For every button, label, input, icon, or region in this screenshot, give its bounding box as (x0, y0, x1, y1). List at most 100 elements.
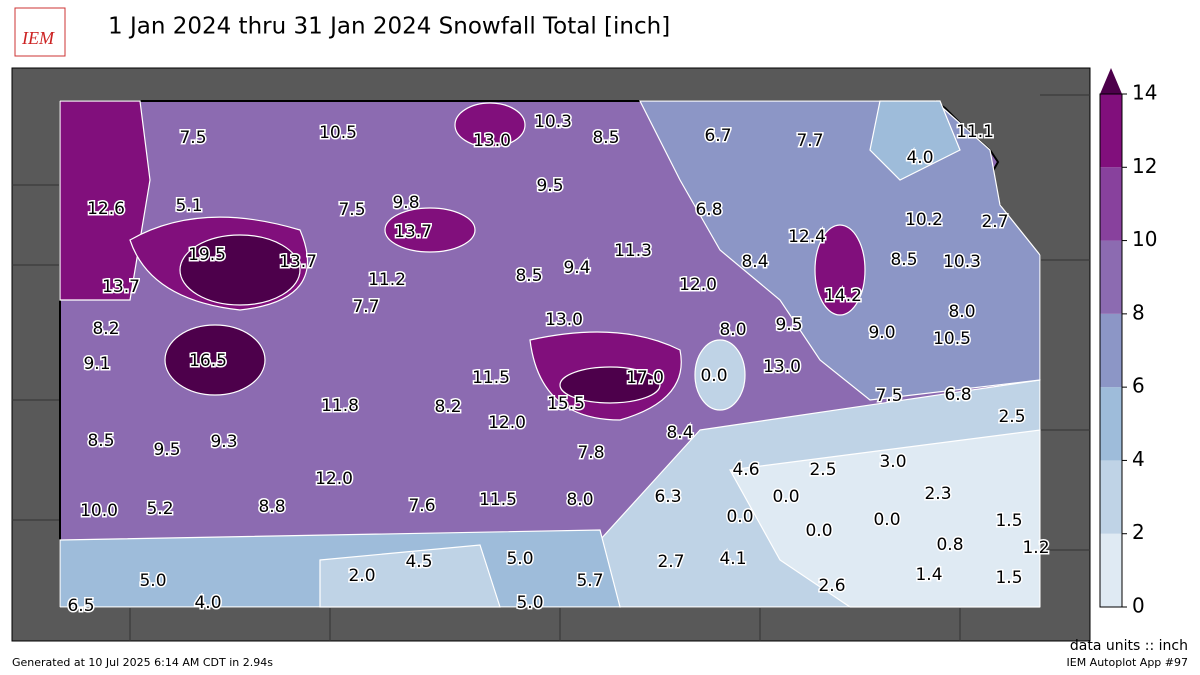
colorbar: 0 2 4 6 8 10 12 14 (1099, 68, 1157, 618)
station-value: 11.8 (321, 396, 359, 416)
station-value: 8.2 (92, 319, 119, 339)
station-value: 1.5 (995, 568, 1022, 588)
station-value: 2.0 (348, 566, 375, 586)
station-value: 6.3 (654, 487, 681, 507)
title: 1 Jan 2024 thru 31 Jan 2024 Snowfall Tot… (108, 14, 670, 40)
station-value: 10.2 (905, 210, 943, 230)
station-value: 12.0 (679, 275, 717, 295)
station-value: 5.1 (175, 196, 202, 216)
station-value: 10.3 (534, 112, 572, 132)
station-value: 8.2 (434, 397, 461, 417)
station-value: 1.4 (915, 565, 942, 585)
station-value: 16.5 (189, 351, 227, 371)
station-value: 8.5 (592, 128, 619, 148)
colorbar-tick-label: 6 (1132, 374, 1145, 398)
station-value: 12.4 (788, 227, 826, 247)
station-value: 12.0 (488, 413, 526, 433)
station-value: 4.0 (194, 593, 221, 613)
station-labels: 7.5 10.5 13.0 10.3 8.5 6.7 7.7 11.1 4.0 12.6 5.1 7.… (66, 111, 1051, 618)
neighbor-borders (12, 94, 1090, 641)
station-value: 11.1 (956, 122, 994, 142)
station-value: 8.4 (741, 252, 768, 272)
station-value: 0.0 (726, 507, 753, 527)
station-value: 10.5 (319, 123, 357, 143)
station-value: 6.7 (704, 126, 731, 146)
station-value: 12.0 (315, 469, 353, 489)
station-value: 14.2 (824, 286, 862, 306)
station-value: 4.5 (405, 552, 432, 572)
colorbar-tick-label: 2 (1132, 520, 1145, 544)
colorbar-band (1100, 240, 1122, 314)
colorbar-band (1100, 387, 1122, 461)
station-value: 13.0 (473, 131, 511, 151)
colorbar-tick-label: 4 (1132, 447, 1145, 471)
station-value: 11.5 (472, 368, 510, 388)
colorbar-tick-label: 12 (1132, 154, 1157, 178)
logo: IEM (21, 28, 55, 48)
station-value: 8.5 (890, 250, 917, 270)
station-value: 7.8 (577, 443, 604, 463)
station-value: 13.7 (279, 252, 317, 272)
station-value: 7.6 (408, 496, 435, 516)
station-value: 5.0 (516, 593, 543, 613)
station-value: 10.0 (80, 501, 118, 521)
colorbar-tick-label: 0 (1132, 594, 1145, 618)
station-value: 0.0 (772, 487, 799, 507)
station-value: 17.0 (626, 368, 664, 388)
station-value: 6.8 (944, 385, 971, 405)
station-value: 8.5 (87, 431, 114, 451)
units-note: data units :: inch (1070, 638, 1188, 654)
station-value: 3.0 (879, 452, 906, 472)
colorbar-tick-label: 8 (1132, 300, 1145, 324)
station-value: 2.3 (924, 484, 951, 504)
station-value: 5.7 (576, 571, 603, 591)
station-value: 13.0 (545, 310, 583, 330)
colorbar-band (1100, 460, 1122, 534)
station-value: 13.0 (763, 357, 801, 377)
app-id: IEM Autoplot App #97 (1067, 656, 1189, 669)
station-value: 8.0 (719, 320, 746, 340)
station-value: 2.7 (981, 212, 1008, 232)
colorbar-extend (1100, 68, 1122, 94)
generated: Generated at 10 Jul 2025 6:14 AM CDT in … (12, 656, 273, 669)
station-value: 9.5 (775, 315, 802, 335)
station-value: 13.7 (394, 222, 432, 242)
station-value: 19.5 (188, 245, 226, 265)
station-value: 2.6 (818, 576, 845, 596)
station-value: 13.7 (102, 277, 140, 297)
station-value: 5.2 (146, 499, 173, 519)
station-value: 6.8 (695, 200, 722, 220)
station-value: 6.5 (67, 596, 94, 616)
station-value: 7.7 (796, 131, 823, 151)
logo-box (14, 7, 66, 57)
station-value: 8.0 (948, 302, 975, 322)
station-value: 10.5 (933, 329, 971, 349)
station-value: 2.5 (998, 407, 1025, 427)
station-value: 0.0 (700, 366, 727, 386)
station-value: 8.4 (666, 423, 693, 443)
station-value: 8.5 (515, 266, 542, 286)
station-value: 0.0 (805, 521, 832, 541)
station-value: 2.5 (809, 460, 836, 480)
colorbar-band (1100, 533, 1122, 607)
station-value: 9.5 (536, 176, 563, 196)
station-value: 9.3 (210, 432, 237, 452)
station-value: 4.0 (906, 148, 933, 168)
contours (59, 100, 1041, 608)
station-value: 9.1 (83, 354, 110, 374)
station-value: 7.5 (179, 128, 206, 148)
station-value: 7.5 (875, 386, 902, 406)
station-value: 11.3 (614, 241, 652, 261)
station-value: 11.2 (368, 270, 406, 290)
colorbar-band (1100, 167, 1122, 241)
colorbar-tick-label: 14 (1132, 81, 1157, 105)
station-value: 0.8 (936, 535, 963, 555)
station-value: 9.0 (868, 323, 895, 343)
station-value: 10.3 (943, 252, 981, 272)
station-value: 7.5 (338, 200, 365, 220)
station-value: 0.0 (873, 510, 900, 530)
station-value: 9.5 (153, 440, 180, 460)
station-value: 8.8 (258, 497, 285, 517)
station-value: 7.7 (352, 297, 379, 317)
